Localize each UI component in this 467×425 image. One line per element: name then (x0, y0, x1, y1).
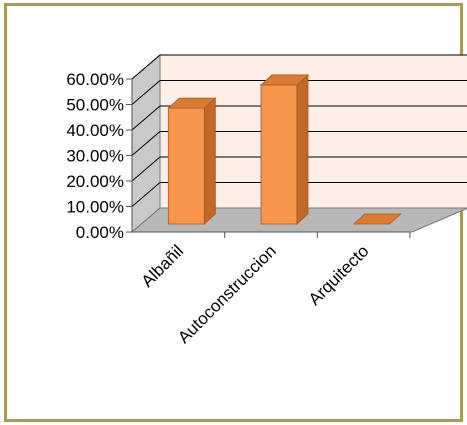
bars (167, 73, 402, 225)
gridline-side (131, 182, 161, 207)
gridline-side (131, 54, 161, 80)
gridline-side (131, 80, 161, 105)
bar-top (259, 74, 310, 86)
y-tick-label: 30.00% (66, 147, 124, 166)
x-category-label: Albañil (138, 241, 188, 291)
y-axis-tick-labels: 0.00% 10.00% 20.00% 30.00% 40.00% 50.00% 60.00… (66, 70, 124, 242)
x-category-label: Arquitecto (305, 241, 373, 309)
gridline-side (131, 131, 161, 156)
bar-top (167, 97, 217, 109)
bar (167, 97, 217, 225)
axes (126, 78, 411, 238)
bar-front (167, 107, 205, 225)
y-tick-label: 60.00% (66, 70, 124, 89)
y-tick-label: 0.00% (76, 223, 124, 242)
bar-side (203, 97, 216, 225)
bar-top (352, 213, 402, 225)
y-tick-label: 20.00% (66, 172, 124, 191)
x-category-label: Autoconstruccion (174, 241, 280, 347)
gridline-side (131, 156, 161, 182)
bar (352, 213, 402, 225)
y-tick-label: 50.00% (66, 96, 124, 115)
bar (259, 73, 310, 225)
y-tick-label: 10.00% (66, 198, 124, 217)
y-tick-label: 40.00% (66, 121, 124, 140)
gridline-side (131, 105, 161, 131)
bar-side (296, 73, 309, 225)
bar-front (260, 84, 298, 225)
